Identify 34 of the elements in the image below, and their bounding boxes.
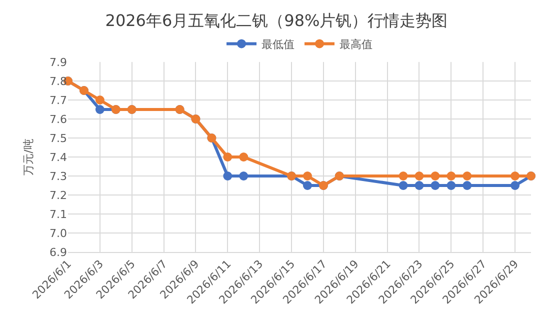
point [223,172,232,180]
point [510,172,520,180]
point [239,152,248,162]
point [446,181,456,190]
y-tick-label: 7.3 [50,170,67,183]
y-tick-label: 7.4 [50,150,67,164]
point [398,172,408,180]
y-tick-label: 7.0 [50,226,67,240]
point [462,181,472,190]
y-tick-label: 7.2 [50,188,67,202]
point [430,172,440,180]
y-axis-title: 万元/吨 [22,138,36,176]
point [95,96,104,104]
point [223,152,232,162]
point [302,172,312,180]
y-tick-label: 7.9 [50,56,67,69]
point [446,172,456,180]
point [239,172,248,180]
point [414,172,424,180]
y-tick-label: 7.5 [50,132,67,145]
point [510,181,520,190]
point [430,181,440,190]
y-tick-label: 7.6 [50,112,67,126]
point [462,172,472,180]
y-tick-label: 7.7 [50,94,67,107]
point [414,181,424,190]
y-tick-label: 7.1 [50,208,67,221]
legend-label: 最低值 [262,38,294,51]
point [302,181,312,190]
point [95,105,104,114]
y-tick-label: 6.9 [50,246,67,259]
point [398,181,408,190]
chart-title: 2026年6月五氧化二钒（98%片钒）行情走势图 [105,10,448,30]
legend-label: 最高值 [340,38,372,51]
